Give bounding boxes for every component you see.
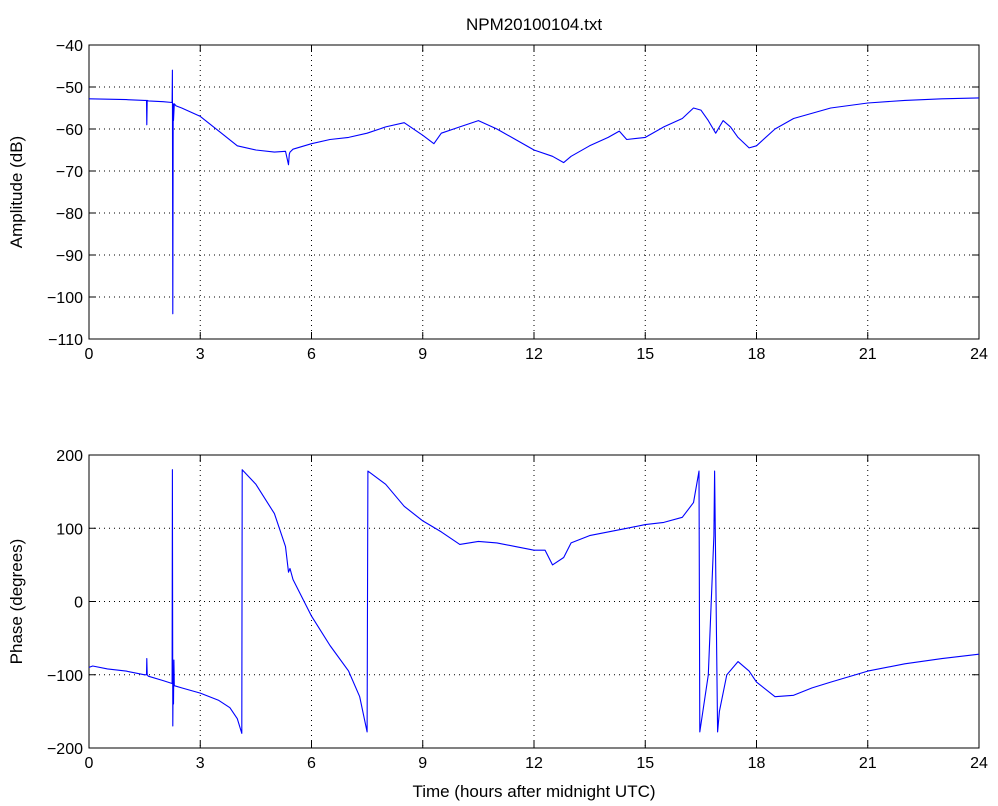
amplitude-y-tick-label: −50	[56, 80, 83, 97]
phase-x-tick-label: 6	[307, 755, 316, 772]
amplitude-y-tick-labels: −110 −100 −90 −80 −70 −60 −50 −40	[47, 38, 83, 349]
amplitude-x-tick-label: 12	[525, 346, 543, 363]
amplitude-series	[88, 69, 980, 315]
phase-ticks	[88, 454, 980, 749]
phase-y-tick-labels: −200 −100 0 100 200	[47, 448, 83, 758]
chart-title: NPM20100104.txt	[466, 15, 602, 34]
phase-x-tick-labels: 0 3 6 9 12 15 18 21 24	[85, 755, 988, 772]
amplitude-gridlines	[89, 45, 979, 339]
amplitude-x-tick-label: 15	[636, 346, 654, 363]
amplitude-x-tick-label: 18	[748, 346, 766, 363]
phase-y-tick-label: 200	[56, 448, 83, 465]
amplitude-y-tick-label: −60	[56, 122, 83, 139]
phase-y-tick-label: −200	[47, 741, 83, 758]
amplitude-y-tick-label: −70	[56, 164, 83, 181]
amplitude-x-tick-label: 24	[970, 346, 988, 363]
phase-plot: 0 3 6 9 12 15 18 21 24 −200 −100 0 100 200 Time (hou…	[7, 448, 988, 801]
phase-series	[88, 469, 980, 734]
phase-y-tick-label: −100	[47, 668, 83, 685]
amplitude-ticks	[88, 44, 980, 340]
amplitude-x-tick-label: 6	[307, 346, 316, 363]
amplitude-x-tick-label: 3	[196, 346, 205, 363]
phase-y-tick-label: 0	[74, 595, 83, 612]
phase-x-tick-label: 24	[970, 755, 988, 772]
amplitude-x-tick-label: 21	[859, 346, 877, 363]
phase-x-tick-label: 21	[859, 755, 877, 772]
phase-y-tick-label: 100	[56, 521, 83, 538]
amplitude-x-tick-label: 9	[418, 346, 427, 363]
amplitude-plot-frame	[88, 44, 980, 340]
amplitude-y-tick-label: −40	[56, 38, 83, 55]
amplitude-y-tick-label: −90	[56, 248, 83, 265]
phase-x-tick-label: 15	[636, 755, 654, 772]
amplitude-plot: 0 3 6 9 12 15 18 21 24 −110 −100 −90 −80 −70 −60 −50 −4…	[7, 15, 988, 363]
amplitude-y-axis-label: Amplitude (dB)	[7, 136, 26, 248]
amplitude-y-tick-label: −80	[56, 206, 83, 223]
amplitude-x-tick-label: 0	[85, 346, 94, 363]
amplitude-x-tick-labels: 0 3 6 9 12 15 18 21 24	[85, 346, 988, 363]
phase-x-tick-label: 0	[85, 755, 94, 772]
phase-x-tick-label: 9	[418, 755, 427, 772]
time-x-axis-label: Time (hours after midnight UTC)	[412, 782, 655, 801]
phase-x-tick-label: 18	[748, 755, 766, 772]
phase-x-tick-label: 3	[196, 755, 205, 772]
amplitude-y-tick-label: −110	[48, 332, 83, 349]
phase-gridlines	[89, 455, 979, 748]
amplitude-series-line	[88, 69, 980, 315]
phase-series-line	[88, 469, 980, 734]
amplitude-y-tick-label: −100	[47, 290, 83, 307]
phase-y-axis-label: Phase (degrees)	[7, 539, 26, 665]
phase-x-tick-label: 12	[525, 755, 543, 772]
